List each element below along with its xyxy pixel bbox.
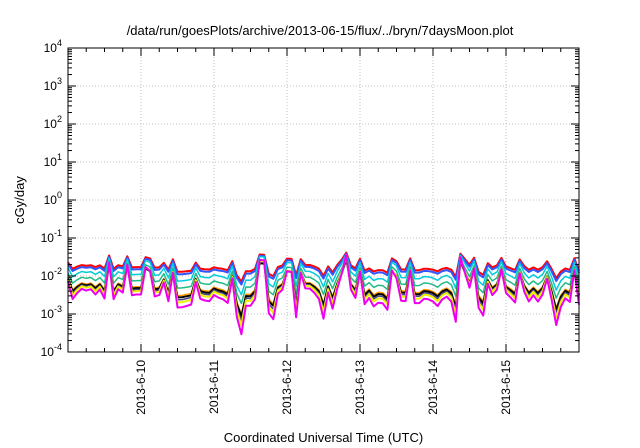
series-line	[67, 256, 580, 305]
y-axis-title: cGy/day	[12, 176, 27, 224]
series-layer	[67, 251, 580, 336]
x-axis-title: Coordinated Universal Time (UTC)	[224, 430, 423, 445]
x-axis: 2013-6-10 2013-6-11 2013-6-12 2013-6-13 2013…	[85, 48, 562, 415]
y-tick-label: 100	[44, 190, 62, 207]
x-tick-label: 2013-6-14	[426, 360, 440, 415]
x-tick-label: 2013-6-15	[499, 360, 513, 415]
y-tick-label: 103	[44, 76, 62, 93]
y-tick-label: 10-1	[41, 228, 62, 245]
x-tick-label: 2013-6-10	[134, 360, 148, 415]
y-tick-label: 10-3	[41, 304, 62, 321]
x-tick-label: 2013-6-12	[280, 360, 294, 415]
y-axis: 10-4 10-3 10-2 10-1 100 101 102 103 104	[41, 38, 579, 359]
x-tick-label: 2013-6-11	[207, 360, 221, 414]
y-tick-label: 102	[44, 114, 62, 131]
x-tick-label: 2013-6-13	[353, 360, 367, 415]
series-line	[67, 253, 580, 336]
y-tick-label: 10-4	[41, 342, 62, 359]
series-line	[67, 253, 580, 296]
series-line	[67, 252, 580, 286]
y-tick-label: 10-2	[41, 266, 62, 283]
y-tick-label: 101	[44, 152, 62, 169]
chart-title: /data/run/goesPlots/archive/2013-06-15/f…	[127, 23, 514, 38]
y-tick-label: 104	[44, 38, 62, 55]
